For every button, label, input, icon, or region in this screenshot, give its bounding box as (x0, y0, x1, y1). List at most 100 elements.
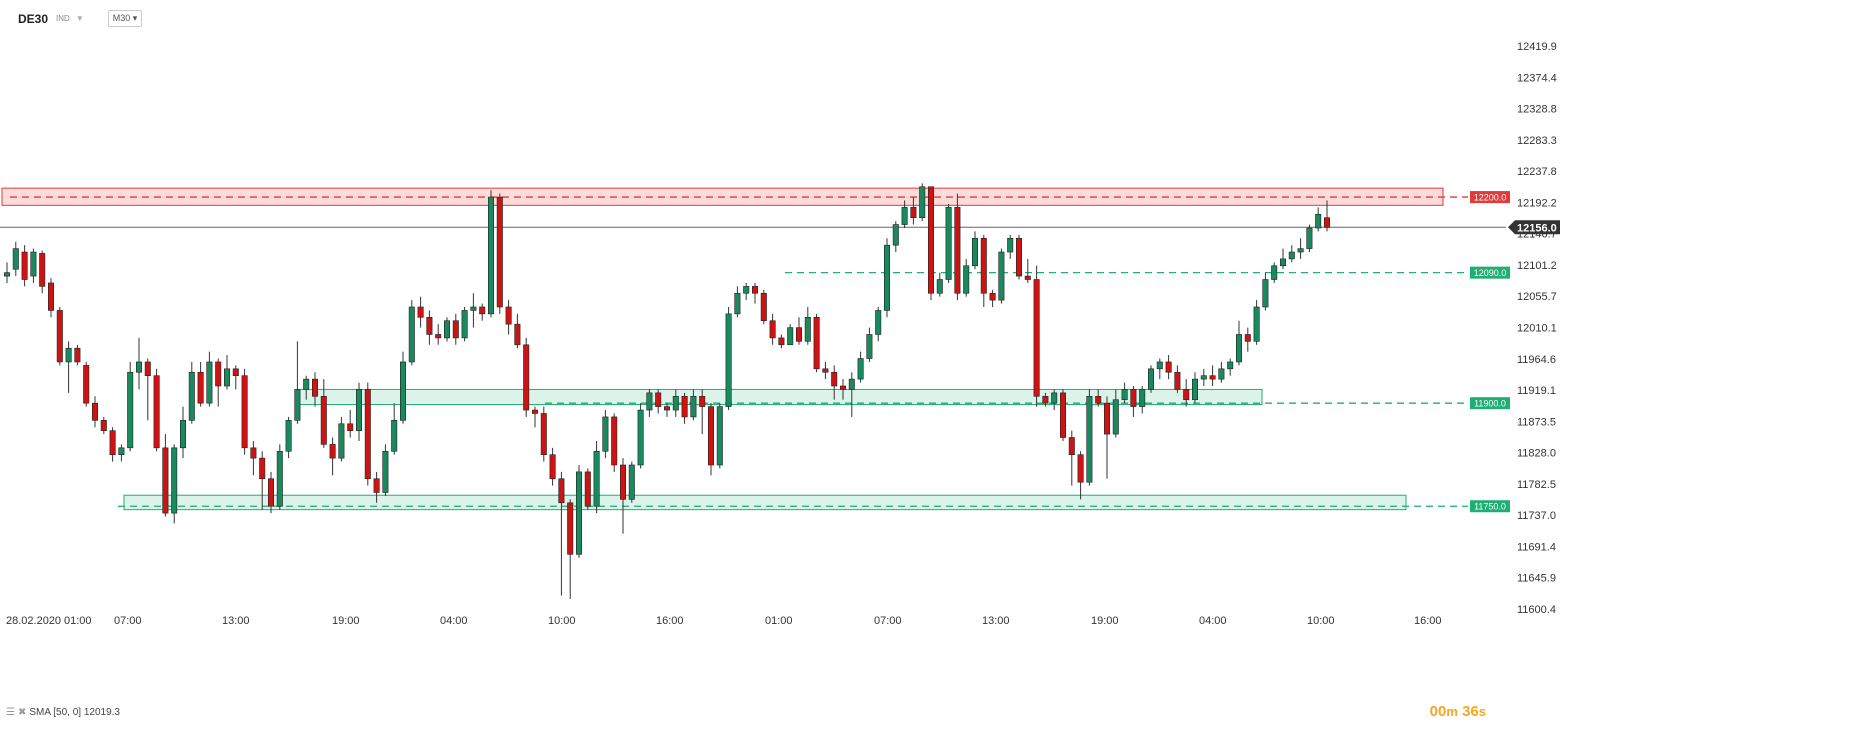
candle-body (118, 447, 125, 455)
candle-body (927, 186, 934, 294)
candle (760, 289, 767, 325)
candle-body (329, 444, 336, 459)
candle (927, 186, 934, 301)
candle (655, 389, 662, 414)
candle (1262, 272, 1269, 311)
candle-body (813, 316, 820, 370)
candle (56, 306, 63, 366)
candle-body (1253, 306, 1260, 342)
candle (153, 368, 160, 452)
candle-body (470, 306, 477, 311)
candle (435, 324, 442, 345)
candle-body (725, 313, 732, 407)
x-tick-label: 10:00 (548, 615, 576, 627)
indicator-legend: ☰ ✖ SMA [50, 0] 12019.3 (6, 707, 120, 718)
candle (1042, 392, 1049, 407)
candle-body (646, 392, 653, 411)
timer-seconds: 36 (1462, 703, 1479, 720)
candle-body (479, 306, 486, 315)
y-tick-label: 12010.1 (1517, 323, 1557, 335)
level-price-tag (1470, 191, 1510, 204)
candle-body (276, 450, 283, 507)
candle (1236, 320, 1243, 366)
candle-body (171, 447, 178, 514)
candle-body (144, 361, 151, 376)
candle-body (919, 186, 926, 218)
candle-body (435, 334, 442, 339)
candle (1306, 224, 1313, 253)
symbol-dropdown-icon[interactable]: ▼ (75, 14, 84, 23)
x-tick-label: 28.02.2020 (6, 615, 61, 627)
candle-body (602, 416, 609, 452)
candle (83, 361, 90, 407)
candle-body (180, 420, 187, 449)
indicator-remove-icon[interactable]: ✖ (17, 707, 27, 718)
candle-body (1271, 265, 1278, 280)
candle (1086, 389, 1093, 486)
timeframe-selector[interactable]: M30 ▾ (107, 10, 143, 27)
candle (1033, 265, 1040, 407)
candle (646, 389, 653, 417)
candle-body (83, 365, 90, 404)
x-tick-label: 04:00 (440, 615, 468, 627)
candle-body (1095, 396, 1102, 404)
candle-body (250, 447, 257, 459)
candle-body (998, 251, 1005, 301)
candle (716, 403, 723, 469)
candle (1244, 327, 1251, 352)
candle-body (1218, 368, 1225, 380)
candle-body (1280, 258, 1287, 267)
candle (92, 396, 99, 428)
candle (936, 272, 943, 297)
candle-body (751, 286, 758, 294)
candle (681, 392, 688, 424)
candle (391, 403, 398, 455)
candle (311, 372, 318, 407)
candle (338, 416, 345, 462)
candle (1209, 365, 1216, 386)
candle (1156, 358, 1163, 380)
indicator-settings-icon[interactable]: ☰ (6, 707, 15, 718)
candle-body (1200, 375, 1207, 380)
candle-body (1042, 396, 1049, 404)
candle (549, 447, 556, 486)
y-tick-label: 11919.1 (1517, 385, 1556, 397)
candle (980, 234, 987, 307)
candle-body (452, 320, 459, 339)
candle (822, 361, 829, 380)
candle-body (21, 251, 28, 280)
candle-body (637, 409, 644, 466)
candle-body (866, 334, 873, 359)
candle-body (831, 371, 838, 387)
candle (998, 248, 1005, 304)
candle-body (355, 389, 362, 431)
y-tick-label: 11600.4 (1517, 604, 1556, 616)
candle-body (787, 327, 794, 346)
candle-body (1209, 375, 1216, 380)
candle (373, 471, 380, 503)
candle (224, 355, 231, 390)
candle (144, 358, 151, 421)
candle-body (4, 272, 11, 277)
candle-body (611, 416, 618, 466)
candle-body (56, 310, 63, 363)
candle (602, 410, 609, 459)
candle (963, 258, 970, 297)
candle-body (954, 207, 961, 294)
candle (787, 324, 794, 346)
candle (303, 375, 310, 400)
candle (839, 379, 846, 400)
candle-body (505, 306, 512, 325)
candle-body (294, 389, 301, 421)
candle (206, 351, 213, 407)
candle-body (672, 396, 679, 411)
candle-body (804, 316, 811, 342)
candle (232, 365, 239, 390)
candle (699, 389, 706, 435)
candle-body (206, 361, 213, 404)
candle (611, 413, 618, 472)
candle (496, 193, 503, 314)
candle (1200, 368, 1207, 386)
candle-body (1015, 237, 1022, 277)
